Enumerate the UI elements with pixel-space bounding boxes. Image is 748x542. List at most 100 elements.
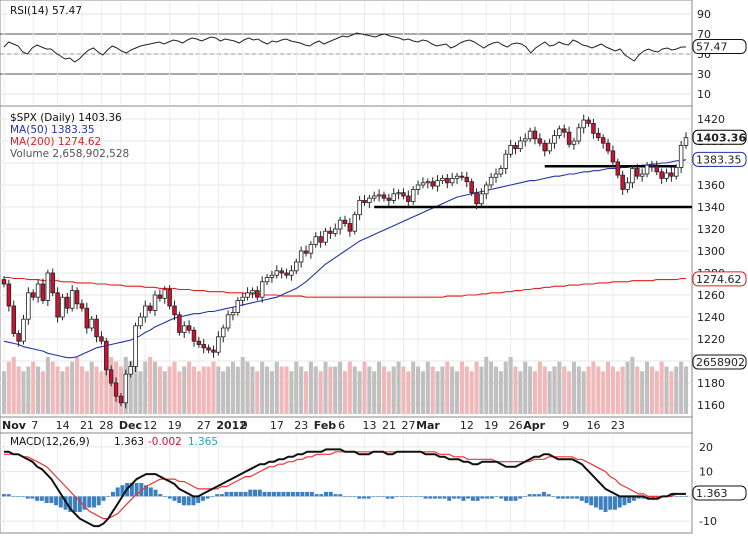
date-tick-label: 2012 xyxy=(216,419,247,432)
volume-bar xyxy=(333,366,338,414)
candle-body xyxy=(303,250,309,254)
macd-histogram-bar xyxy=(267,491,272,497)
macd-histogram-bar xyxy=(101,496,106,501)
candle-body xyxy=(35,283,41,298)
macd-histogram-bar xyxy=(357,496,362,499)
volume-bar xyxy=(567,371,572,414)
volume-bar xyxy=(596,366,601,414)
candle-body xyxy=(172,305,177,316)
macd-histogram-bar xyxy=(281,491,286,497)
macd-histogram-bar xyxy=(205,496,210,499)
volume-bar xyxy=(303,371,309,414)
macd-histogram-bar xyxy=(556,496,561,499)
volume-bar xyxy=(226,366,231,414)
volume-bar xyxy=(547,371,552,414)
macd-histogram-bar xyxy=(91,496,96,508)
candle-body xyxy=(669,172,674,177)
price-tick-label: 1180 xyxy=(697,377,725,390)
ma50-legend: MA(50) 1383.35 xyxy=(10,124,95,136)
volume-bar xyxy=(640,371,645,414)
macd-histogram-bar xyxy=(196,496,201,504)
volume-bar xyxy=(133,366,138,414)
volume-bar xyxy=(84,371,89,414)
candle-body xyxy=(347,223,353,232)
volume-bar xyxy=(664,366,669,414)
macd-histogram-bar xyxy=(674,496,679,497)
candle-body xyxy=(532,130,538,140)
macd-histogram-bar xyxy=(305,491,310,497)
date-tick-label: 23 xyxy=(294,419,308,432)
candle-body xyxy=(79,303,85,309)
volume-bar xyxy=(523,361,528,414)
candle-body xyxy=(386,197,392,201)
volume-bar xyxy=(31,361,36,414)
volume-bar xyxy=(679,361,684,414)
rsi-panel xyxy=(0,0,693,107)
candle-body xyxy=(216,336,221,353)
volume-bar xyxy=(299,366,304,414)
volume-bar xyxy=(221,371,226,414)
volume-bar xyxy=(79,366,84,414)
candle-body xyxy=(152,294,158,311)
macd-histogram-bar xyxy=(480,496,485,499)
candle-body xyxy=(201,344,206,349)
macd-histogram-bar xyxy=(191,496,196,506)
macd-histogram-bar xyxy=(527,494,532,497)
macd-tick-label: 20 xyxy=(699,441,713,454)
candle-body xyxy=(220,327,226,338)
macd-histogram-bar xyxy=(243,491,248,497)
macd-histogram-bar xyxy=(565,496,570,499)
candle-body xyxy=(547,142,552,152)
candle-body xyxy=(313,236,319,245)
candle-body xyxy=(591,123,596,134)
candle-body xyxy=(240,296,245,301)
volume-bar xyxy=(518,371,523,414)
volume-bar xyxy=(318,371,323,414)
volume-bar xyxy=(644,361,650,414)
candle-body xyxy=(522,138,528,142)
candle-body xyxy=(235,300,241,314)
volume-bar xyxy=(240,357,245,414)
macd-legend-hist: -0.002 xyxy=(148,436,182,448)
price-last-value: 1403.36 xyxy=(696,131,746,144)
rsi-tick-label: 10 xyxy=(697,88,711,101)
volume-bar xyxy=(601,371,606,414)
macd-histogram-bar xyxy=(148,487,153,497)
candle-body xyxy=(259,281,265,298)
volume-bar xyxy=(338,361,343,414)
macd-histogram-bar xyxy=(224,491,229,497)
macd-histogram-bar xyxy=(537,494,542,497)
candle-body xyxy=(513,144,518,150)
macd-histogram-bar xyxy=(11,496,16,497)
volume-bar xyxy=(55,366,60,414)
volume-bar xyxy=(513,366,518,414)
macd-line xyxy=(4,448,686,528)
volume-bar xyxy=(440,366,445,414)
candle-body xyxy=(143,305,148,318)
volume-bar xyxy=(187,361,192,414)
candle-body xyxy=(683,137,689,146)
volume-bar xyxy=(586,366,591,414)
volume-bar xyxy=(70,361,75,414)
macd-histogram-bar xyxy=(300,491,305,497)
macd-histogram-bar xyxy=(646,496,651,499)
candle-body xyxy=(11,305,16,334)
macd-histogram-bar xyxy=(129,483,134,497)
volume-bar xyxy=(508,357,513,414)
candle-body xyxy=(445,177,450,184)
macd-histogram-bar xyxy=(6,494,11,497)
macd-histogram-bar xyxy=(186,496,191,506)
volume-bar xyxy=(606,361,611,414)
volume-bar xyxy=(625,361,630,414)
candle-body xyxy=(552,135,557,144)
volume-bar xyxy=(128,361,133,414)
macd-histogram-bar xyxy=(309,491,314,497)
volume-bar xyxy=(138,371,143,414)
volume-bar xyxy=(610,366,615,414)
candle-body xyxy=(118,395,124,404)
macd-histogram-bar xyxy=(134,483,139,497)
candle-body xyxy=(449,177,455,184)
macd-histogram-bar xyxy=(390,496,395,499)
macd-panel xyxy=(0,432,693,534)
macd-histogram-bar xyxy=(432,496,437,499)
